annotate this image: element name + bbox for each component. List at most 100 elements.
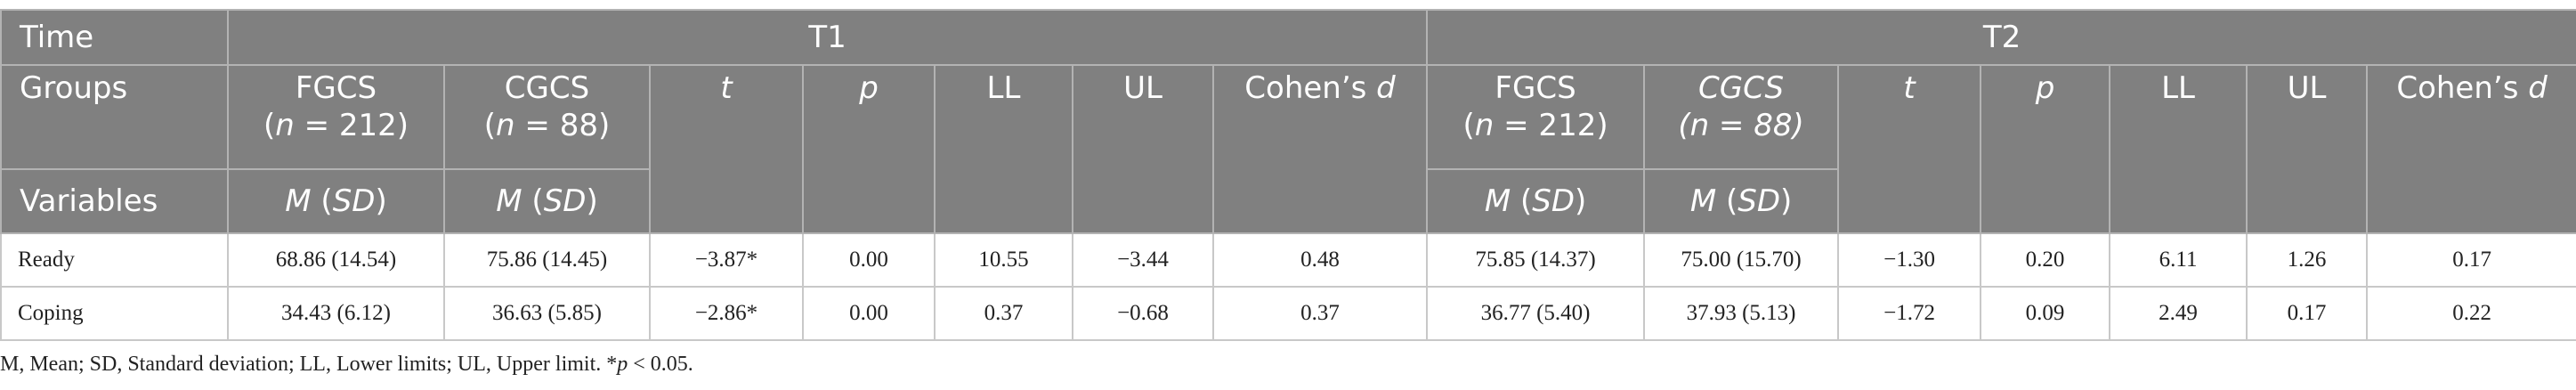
italic-run: SD <box>1738 183 1780 219</box>
body-cell: 0.48 <box>1211 232 1429 288</box>
body-cell: Coping <box>0 286 229 341</box>
italic-run: n <box>1474 108 1495 143</box>
body-cell: 0.37 <box>934 286 1073 341</box>
body-cell: 0.37 <box>1211 286 1429 341</box>
body-cell: 1.26 <box>2246 232 2369 288</box>
body-cell: Ready <box>0 232 229 288</box>
text-run: ( <box>1462 108 1475 143</box>
italic-run: n <box>496 108 515 143</box>
body-cell: 6.11 <box>2109 232 2248 288</box>
cell-line: FGCS <box>1438 69 1632 107</box>
header-row: Time T1 T2 <box>0 9 2576 66</box>
italic-run: t <box>720 70 733 106</box>
cell-line: CGCS <box>1656 69 1827 107</box>
text-run: FGCS <box>1495 70 1576 106</box>
header-row: Variables M (SD) M (SD) M (SD) M (SD) <box>0 168 2576 234</box>
text-run: = 212) <box>294 108 409 143</box>
header-row: Groups FGCS (n = 212) CGCS (n = 88) t p LL UL Coh… <box>0 64 2576 234</box>
text-run: Cohen’s <box>2396 70 2529 106</box>
cell-line: (n = 88) <box>1656 107 1827 144</box>
text-run: Cohen’s <box>1244 70 1377 106</box>
cell-line: M (SD) <box>1438 183 1632 220</box>
body-row: Coping 34.43 (6.12) 36.63 (5.85) −2.86* 0.00… <box>0 286 2576 341</box>
header-cell: LL <box>934 64 1073 234</box>
body-cell: 36.63 (5.85) <box>443 286 651 341</box>
text-run: = 212) <box>1494 108 1608 143</box>
italic-run: t <box>1903 70 1916 106</box>
body-cell: 0.00 <box>802 286 936 341</box>
cell-line: M (SD) <box>456 183 638 220</box>
body-cell: −2.86* <box>649 286 804 341</box>
italic-run: p <box>2035 70 2055 106</box>
italic-run: p <box>859 70 879 106</box>
body-cell: 0.17 <box>2366 232 2576 288</box>
header-cell: t <box>649 64 804 234</box>
italic-run: SD <box>543 183 587 219</box>
cell-line: (n = 212) <box>239 107 433 144</box>
cell-line: M (SD) <box>239 183 433 220</box>
cell-line: (n = 88) <box>456 107 638 144</box>
text-run: ( <box>483 108 497 143</box>
italic-run: d <box>1376 70 1396 106</box>
body-cell: −1.72 <box>1837 286 1982 341</box>
body-cell: 75.85 (14.37) <box>1426 232 1646 288</box>
header-cell: M (SD) <box>227 168 445 234</box>
italic-run: M <box>285 183 312 219</box>
header-cell: CGCS (n = 88) <box>443 64 651 170</box>
text-run: ) <box>375 183 387 219</box>
text-run: FGCS <box>295 70 377 106</box>
footnote: M, Mean; SD, Standard deviation; LL, Low… <box>0 353 693 377</box>
header-cell: Cohen’s d <box>1211 64 1429 234</box>
header-cell: LL <box>2109 64 2248 234</box>
cell-line: (n = 212) <box>1438 107 1632 144</box>
text-run: ( <box>1511 183 1533 219</box>
italic-run: M <box>496 183 522 219</box>
body-cell: 0.20 <box>1980 232 2111 288</box>
header-cell: M (SD) <box>443 168 651 234</box>
body-cell: 0.17 <box>2246 286 2369 341</box>
data-table: Time T1 T2 Groups FGCS (n = 212) CGCS (n = 88) t… <box>0 9 2576 341</box>
header-cell: UL <box>2246 64 2369 234</box>
italic-run: p <box>617 353 628 376</box>
body-cell: −3.44 <box>1072 232 1214 288</box>
body-cell: 2.49 <box>2109 286 2248 341</box>
text-run: ( <box>522 183 544 219</box>
body-cell: 0.22 <box>2366 286 2576 341</box>
header-cell: T2 <box>1426 9 2576 66</box>
header-cell: p <box>1980 64 2111 234</box>
text-run: CGCS <box>504 70 590 106</box>
footnote-line: M, Mean; SD, Standard deviation; LL, Low… <box>0 353 693 377</box>
italic-run: SD <box>332 183 376 219</box>
header-cell: Variables <box>0 168 229 234</box>
header-cell: FGCS (n = 212) <box>1426 64 1646 170</box>
cell-line: CGCS <box>456 69 638 107</box>
text-run: < 0.05. <box>628 353 693 376</box>
text-run: ) <box>1575 183 1587 219</box>
cell-line: M (SD) <box>1656 183 1827 220</box>
text-run: = 88) <box>514 108 611 143</box>
header-cell: M (SD) <box>1426 168 1646 234</box>
header-cell: Cohen’s d <box>2366 64 2576 234</box>
italic-run: d <box>2528 70 2548 106</box>
cell-line: FGCS <box>239 69 433 107</box>
header-cell: Groups <box>0 64 229 170</box>
body-cell: 68.86 (14.54) <box>227 232 445 288</box>
body-cell: −0.68 <box>1072 286 1214 341</box>
header-cell: CGCS (n = 88) <box>1643 64 1840 170</box>
cell-line: t <box>661 69 791 107</box>
header-cell: UL <box>1072 64 1214 234</box>
italic-run: n <box>275 108 295 143</box>
cell-line: Cohen’s d <box>1225 69 1415 107</box>
body-cell: 10.55 <box>934 232 1073 288</box>
body-cell: 0.00 <box>802 232 936 288</box>
body-cell: 34.43 (6.12) <box>227 286 445 341</box>
italic-run: SD <box>1532 183 1575 219</box>
body-cell: 75.86 (14.45) <box>443 232 651 288</box>
cell-line: Cohen’s d <box>2378 69 2565 107</box>
text-run: ) <box>586 183 598 219</box>
header-cell: FGCS (n = 212) <box>227 64 445 170</box>
text-run: ( <box>311 183 333 219</box>
italic-run: M <box>1689 183 1717 219</box>
italic-run: CGCS <box>1698 70 1785 106</box>
body-cell: 36.77 (5.40) <box>1426 286 1646 341</box>
